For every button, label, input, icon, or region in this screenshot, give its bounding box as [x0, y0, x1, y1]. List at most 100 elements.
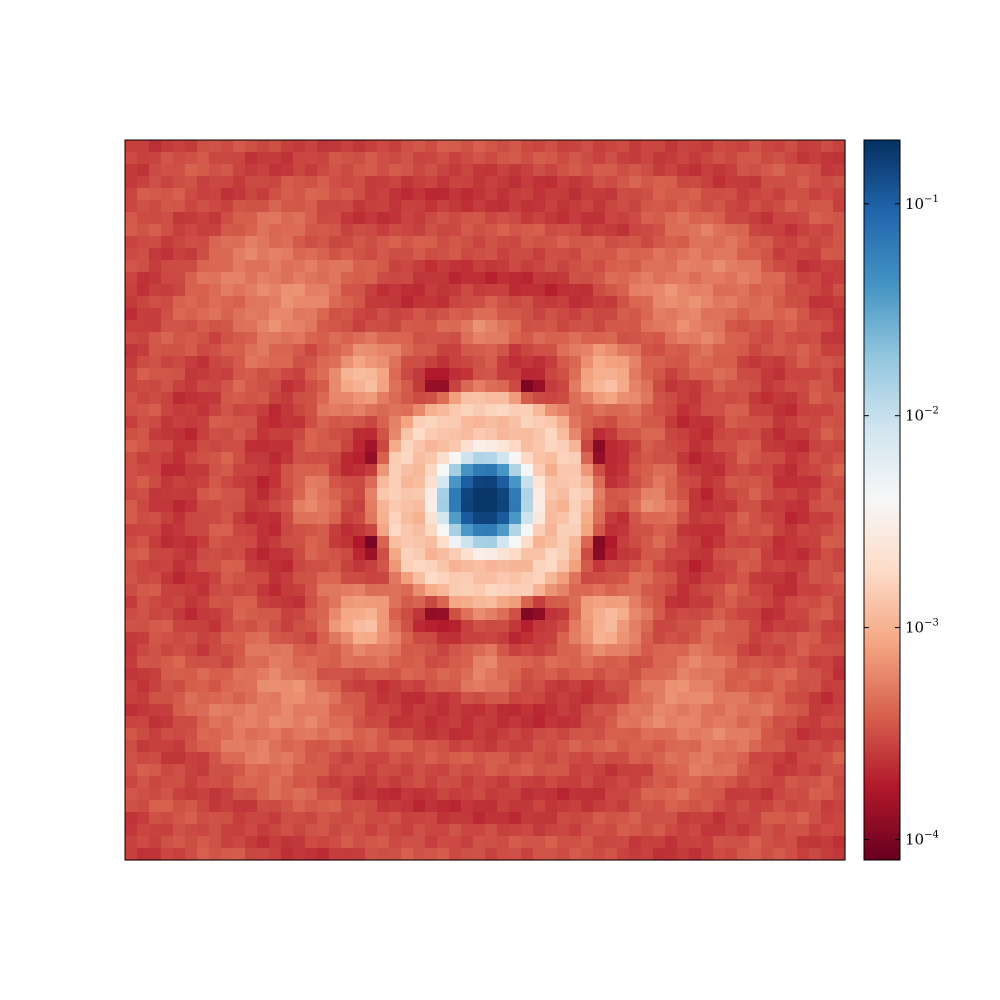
heatmap-cell — [377, 368, 390, 381]
heatmap-cell — [185, 308, 198, 321]
heatmap-cell — [797, 392, 810, 405]
heatmap-cell — [545, 704, 558, 717]
heatmap-cell — [653, 296, 666, 309]
heatmap-cell — [197, 428, 210, 441]
heatmap-cell — [545, 404, 558, 417]
heatmap-cell — [305, 848, 318, 861]
heatmap-cell — [437, 584, 450, 597]
heatmap-cell — [389, 404, 402, 417]
heatmap-cell — [689, 800, 702, 813]
heatmap-cell — [617, 752, 630, 765]
heatmap-cell — [281, 452, 294, 465]
heatmap-cell — [581, 488, 594, 501]
heatmap-cell — [149, 416, 162, 429]
heatmap-cell — [413, 680, 426, 693]
heatmap-cell — [365, 392, 378, 405]
heatmap-cell — [353, 248, 366, 261]
heatmap-cell — [365, 608, 378, 621]
heatmap-cell — [713, 392, 726, 405]
heatmap-cell — [341, 140, 354, 153]
heatmap-cell — [281, 668, 294, 681]
heatmap-cell — [221, 308, 234, 321]
heatmap-cell — [221, 764, 234, 777]
heatmap-cell — [413, 200, 426, 213]
heatmap-cell — [269, 536, 282, 549]
heatmap-cell — [161, 608, 174, 621]
heatmap-cell — [137, 308, 150, 321]
heatmap-cell — [269, 764, 282, 777]
heatmap-cell — [509, 380, 522, 393]
heatmap-cell — [209, 308, 222, 321]
heatmap-cell — [149, 248, 162, 261]
heatmap-cell — [713, 524, 726, 537]
heatmap-cell — [365, 320, 378, 333]
heatmap-cell — [521, 308, 534, 321]
heatmap-cell — [521, 716, 534, 729]
heatmap-cell — [185, 800, 198, 813]
heatmap-cell — [677, 644, 690, 657]
heatmap-cell — [545, 740, 558, 753]
heatmap-cell — [281, 716, 294, 729]
heatmap-cell — [665, 824, 678, 837]
heatmap-cell — [533, 176, 546, 189]
heatmap-cell — [713, 164, 726, 177]
heatmap-cell — [761, 236, 774, 249]
heatmap-cell — [365, 824, 378, 837]
heatmap-cell — [593, 392, 606, 405]
heatmap-cell — [665, 836, 678, 849]
heatmap-cell — [533, 140, 546, 153]
heatmap-cell — [581, 428, 594, 441]
heatmap-cell — [173, 800, 186, 813]
heatmap-cell — [473, 572, 486, 585]
heatmap-cell — [353, 560, 366, 573]
heatmap-cell — [677, 416, 690, 429]
heatmap-cell — [449, 776, 462, 789]
heatmap-cell — [485, 356, 498, 369]
heatmap-cell — [353, 200, 366, 213]
heatmap-cell — [677, 404, 690, 417]
heatmap-cell — [749, 260, 762, 273]
heatmap-cell — [413, 536, 426, 549]
heatmap-cell — [341, 656, 354, 669]
heatmap-cell — [785, 224, 798, 237]
heatmap-cell — [737, 620, 750, 633]
heatmap-cell — [449, 212, 462, 225]
heatmap-cell — [365, 236, 378, 249]
heatmap-cell — [569, 608, 582, 621]
heatmap-cell — [641, 248, 654, 261]
heatmap-cell — [269, 548, 282, 561]
heatmap-cell — [797, 368, 810, 381]
heatmap-cell — [821, 260, 834, 273]
heatmap-cell — [581, 200, 594, 213]
heatmap-cell — [545, 380, 558, 393]
heatmap-cell — [269, 140, 282, 153]
heatmap-cell — [605, 776, 618, 789]
heatmap-cell — [689, 740, 702, 753]
heatmap-cell — [425, 296, 438, 309]
heatmap-cell — [329, 716, 342, 729]
heatmap-cell — [269, 344, 282, 357]
heatmap-cell — [221, 200, 234, 213]
heatmap-cell — [581, 608, 594, 621]
heatmap-cell — [125, 212, 138, 225]
heatmap-cell — [401, 704, 414, 717]
heatmap-cell — [725, 668, 738, 681]
heatmap-cell — [521, 188, 534, 201]
heatmap-cell — [185, 512, 198, 525]
heatmap-cell — [245, 188, 258, 201]
heatmap-cell — [305, 716, 318, 729]
heatmap-cell — [677, 308, 690, 321]
heatmap-cell — [485, 308, 498, 321]
heatmap-cell — [617, 596, 630, 609]
heatmap-cell — [353, 728, 366, 741]
heatmap-cell — [329, 776, 342, 789]
heatmap-cell — [353, 260, 366, 273]
heatmap-cell — [665, 740, 678, 753]
heatmap-cell — [413, 344, 426, 357]
heatmap-cell — [221, 392, 234, 405]
heatmap-cell — [305, 452, 318, 465]
heatmap-cell — [593, 812, 606, 825]
heatmap-cell — [677, 704, 690, 717]
heatmap-cell — [137, 440, 150, 453]
colorbar-tick-label: 10−3 — [905, 618, 939, 637]
